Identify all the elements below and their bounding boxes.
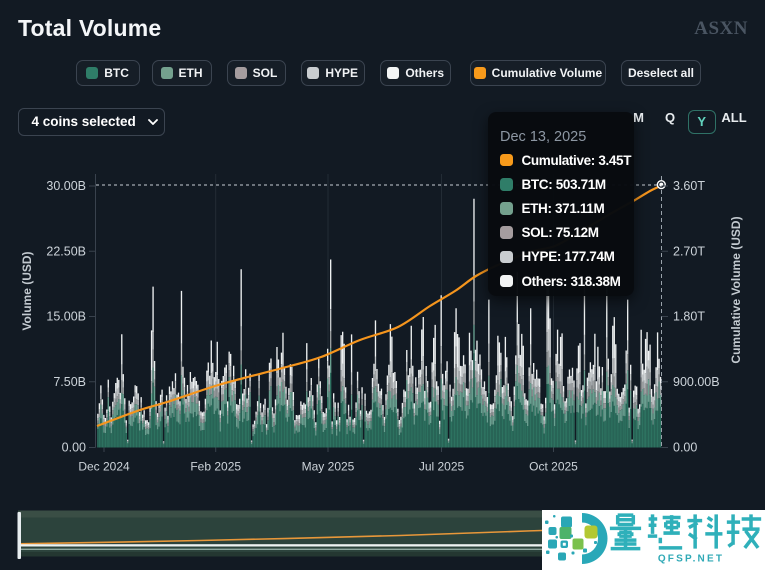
- svg-text:0.00: 0.00: [62, 441, 86, 455]
- svg-text:2.70T: 2.70T: [673, 244, 705, 258]
- svg-text:Jul 2025: Jul 2025: [419, 460, 465, 474]
- svg-text:900.00B: 900.00B: [673, 375, 720, 389]
- svg-text:Oct 2025: Oct 2025: [529, 460, 578, 474]
- svg-text:Dec 2024: Dec 2024: [78, 460, 130, 474]
- svg-text:0.00: 0.00: [673, 441, 697, 455]
- svg-text:May 2025: May 2025: [302, 460, 355, 474]
- svg-text:7.50B: 7.50B: [53, 375, 86, 389]
- svg-text:Feb 2025: Feb 2025: [190, 460, 241, 474]
- svg-text:Cumulative Volume (USD): Cumulative Volume (USD): [729, 216, 743, 363]
- svg-text:15.00B: 15.00B: [46, 310, 86, 324]
- svg-text:30.00B: 30.00B: [46, 179, 86, 193]
- svg-text:22.50B: 22.50B: [46, 244, 86, 258]
- svg-text:QFSP.NET: QFSP.NET: [658, 554, 724, 565]
- svg-text:3.60T: 3.60T: [673, 179, 705, 193]
- svg-text:1.80T: 1.80T: [673, 310, 705, 324]
- svg-text:Volume (USD): Volume (USD): [20, 251, 34, 330]
